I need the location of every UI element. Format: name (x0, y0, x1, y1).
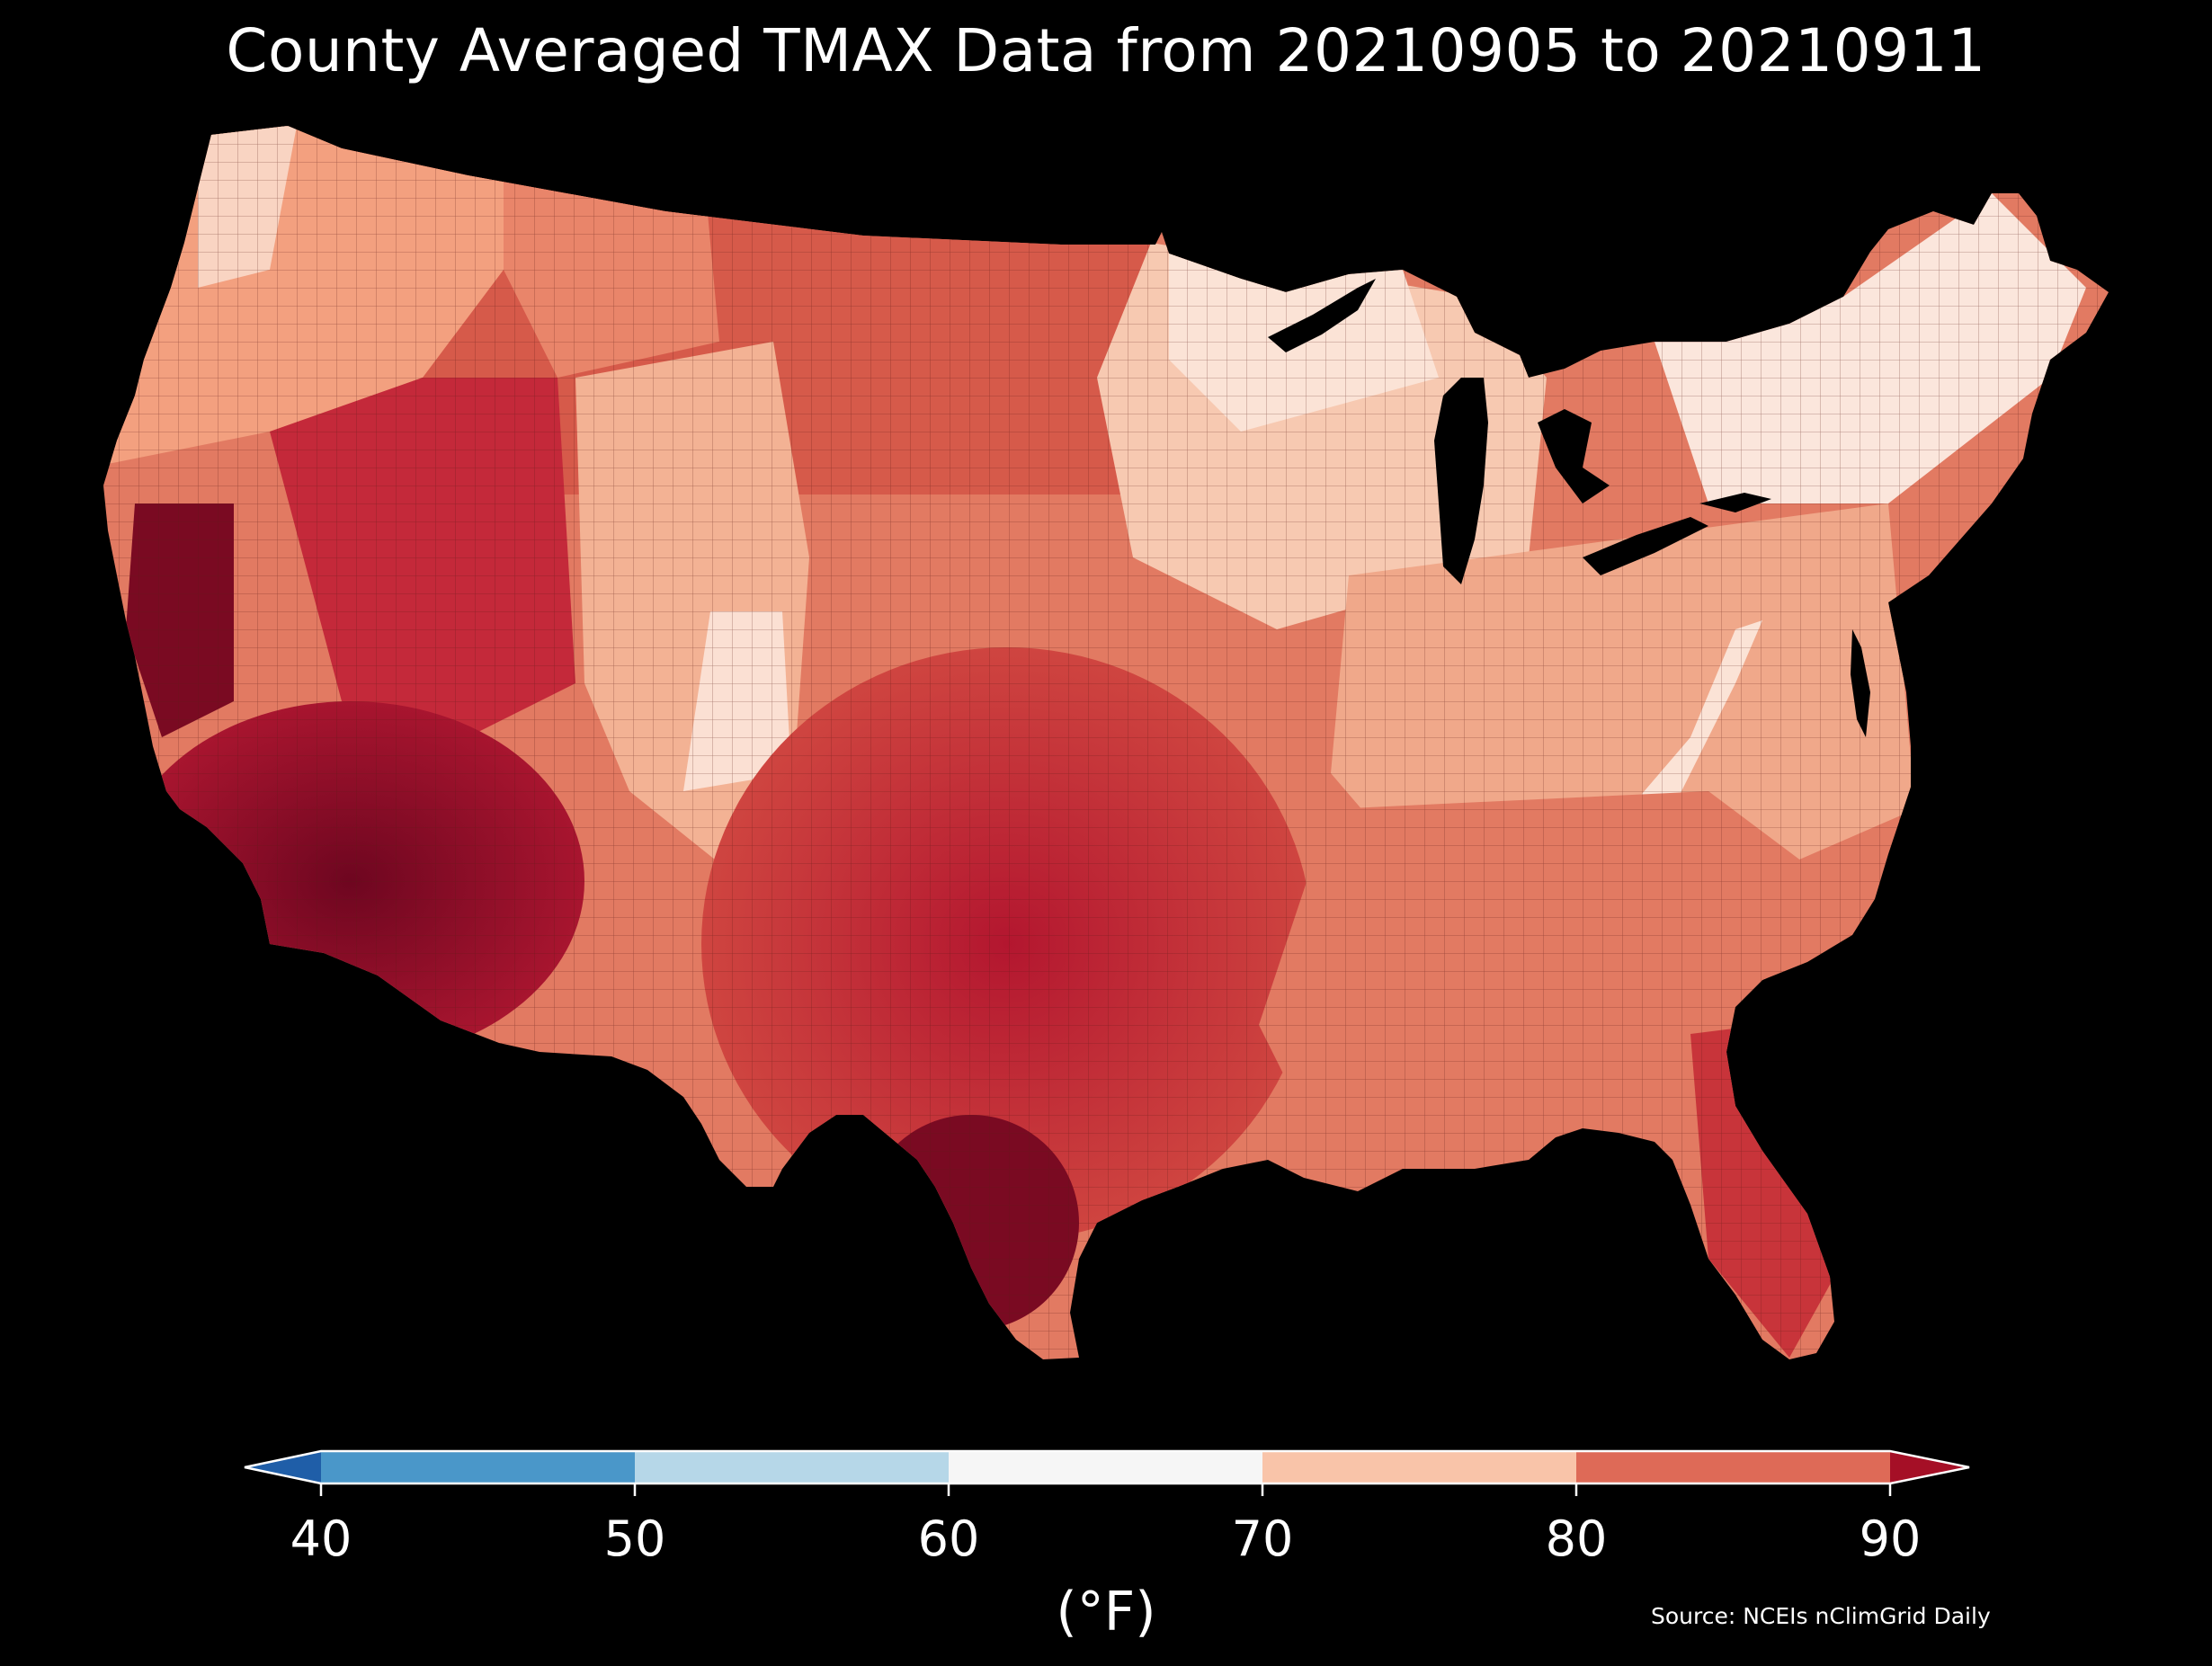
colorbar-tick-label: 90 (1859, 1510, 1922, 1567)
colorbar-tick-label: 40 (290, 1510, 352, 1567)
source-credit: Source: NCEIs nClimGrid Daily (1651, 1603, 1991, 1629)
colorbar-bin-80-90 (1576, 1451, 1890, 1483)
map-title: County Averaged TMAX Data from 20210905 … (226, 16, 1986, 85)
colorbar-bin-40-50 (321, 1451, 635, 1483)
colorbar-tick-label: 70 (1231, 1510, 1294, 1567)
lake-huron (1538, 409, 1610, 503)
us-county-map-svg (103, 126, 2109, 1359)
colorbar-bin-70-80 (1262, 1451, 1576, 1483)
colorbar-tick-label: 60 (917, 1510, 980, 1567)
colorbar-tick-label: 50 (603, 1510, 666, 1567)
colorbar-tick-label: 80 (1545, 1510, 1608, 1567)
lake-erie (1583, 517, 1708, 575)
colorbar-bin-60-70 (949, 1451, 1262, 1483)
colorbar-over-triangle (1890, 1451, 1969, 1483)
great-lakes (1268, 279, 1771, 584)
lake-ontario (1699, 493, 1771, 512)
choropleth-map (103, 126, 2109, 1359)
lake-superior (1268, 279, 1376, 352)
chesapeake-bay (1851, 629, 1870, 737)
county-boundaries (103, 126, 2109, 1359)
colorbar-bin-50-60 (635, 1451, 949, 1483)
colorbar-unit-label: (°F) (1056, 1581, 1156, 1644)
colorbar (0, 1439, 2212, 1618)
colorbar-under-triangle (245, 1451, 321, 1483)
conus-fill (103, 126, 2109, 1359)
colorbar-svg (244, 1449, 1970, 1496)
colorbar-ticks (319, 1483, 1892, 1496)
lake-michigan (1434, 378, 1488, 584)
